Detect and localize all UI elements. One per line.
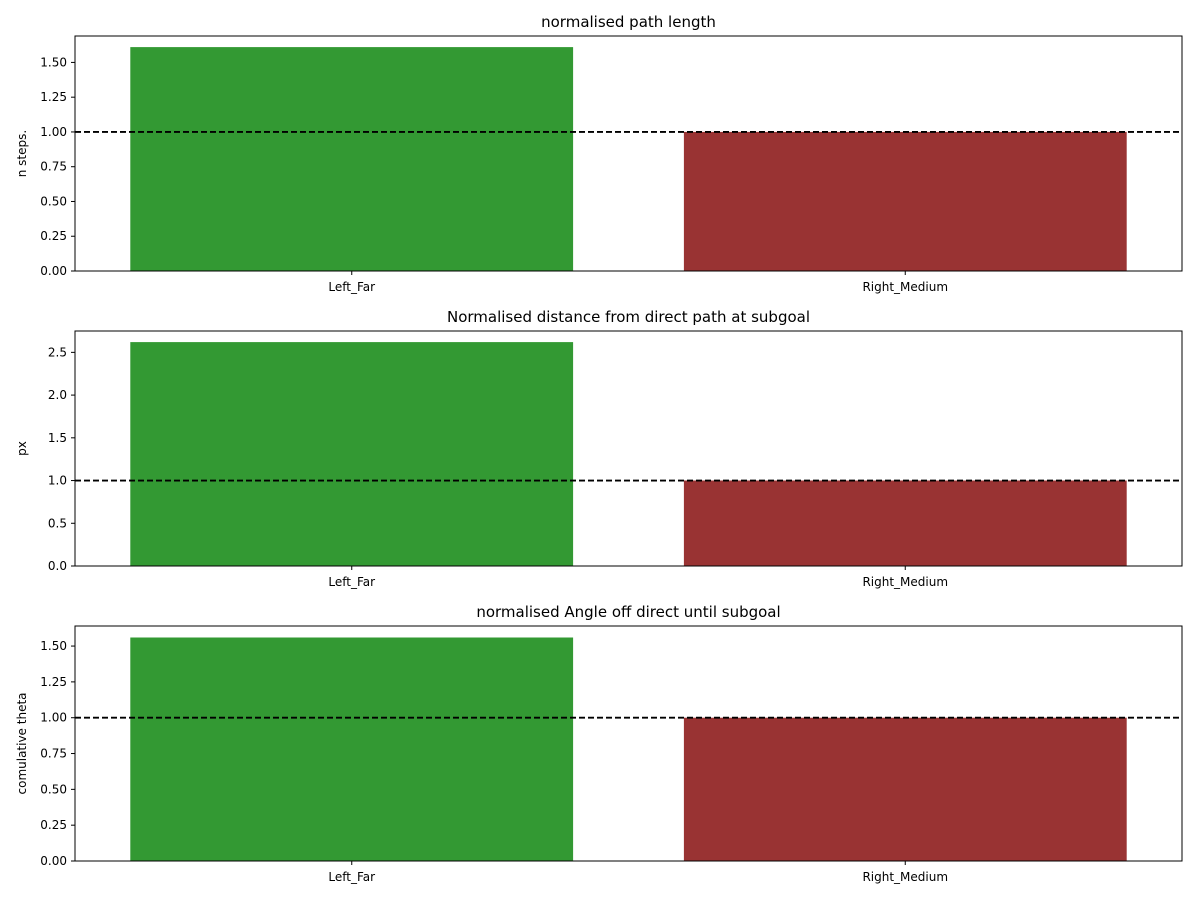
y-tick-label: 0.50 — [40, 782, 67, 796]
y-tick-label: 2.5 — [48, 345, 67, 359]
chart-panel-2: Left_Far Right_Medium 0.0 0.5 1.0 1.5 2.0 2.5 No… — [15, 308, 1183, 589]
chart-title: normalised Angle off direct until subgoa… — [476, 603, 780, 621]
y-tick-label: 0.00 — [40, 264, 67, 278]
y-tick-label: 0.75 — [40, 747, 67, 761]
y-tick-label: 1.50 — [40, 55, 67, 69]
x-tick-label: Left_Far — [328, 870, 375, 884]
y-tick-label: 1.0 — [48, 474, 67, 488]
y-tick-label: 0.75 — [40, 160, 67, 174]
bar-right-medium — [683, 717, 1127, 861]
bar-left-far — [130, 637, 574, 861]
y-tick-label: 1.5 — [48, 431, 67, 445]
y-tick-label: 1.25 — [40, 90, 67, 104]
x-tick-label: Right_Medium — [862, 280, 948, 294]
y-axis-label: n steps. — [15, 130, 29, 177]
y-tick-label: 0.5 — [48, 516, 67, 530]
y-tick-label: 0.0 — [48, 559, 67, 573]
axes-frame — [74, 330, 1183, 567]
chart-title: normalised path length — [541, 13, 716, 31]
x-tick-label: Right_Medium — [862, 870, 948, 884]
y-tick-label: 1.00 — [40, 711, 67, 725]
x-tick-label: Right_Medium — [862, 575, 948, 589]
y-axis-label: comulative theta — [15, 692, 29, 794]
y-tick-label: 0.25 — [40, 229, 67, 243]
y-tick-label: 0.00 — [40, 854, 67, 868]
chart-panel-3: Left_Far Right_Medium 0.00 0.25 0.50 0.75 1.00… — [15, 603, 1183, 884]
chart-title: Normalised distance from direct path at … — [447, 308, 810, 326]
y-tick-label: 1.25 — [40, 675, 67, 689]
bar-left-far — [130, 342, 574, 566]
y-tick-label: 1.00 — [40, 125, 67, 139]
x-tick-label: Left_Far — [328, 280, 375, 294]
axes-frame — [74, 35, 1183, 272]
axes-frame — [74, 625, 1183, 862]
x-tick-label: Left_Far — [328, 575, 375, 589]
y-tick-label: 0.25 — [40, 818, 67, 832]
y-tick-label: 2.0 — [48, 388, 67, 402]
y-axis-label: px — [15, 441, 29, 456]
bar-left-far — [130, 47, 574, 271]
y-tick-label: 0.50 — [40, 194, 67, 208]
bar-right-medium — [683, 480, 1127, 566]
bar-right-medium — [683, 131, 1127, 271]
chart-panel-1: Left_Far Right_Medium 0.00 0.25 0.50 0.75 1.00… — [15, 13, 1183, 294]
y-tick-label: 1.50 — [40, 639, 67, 653]
